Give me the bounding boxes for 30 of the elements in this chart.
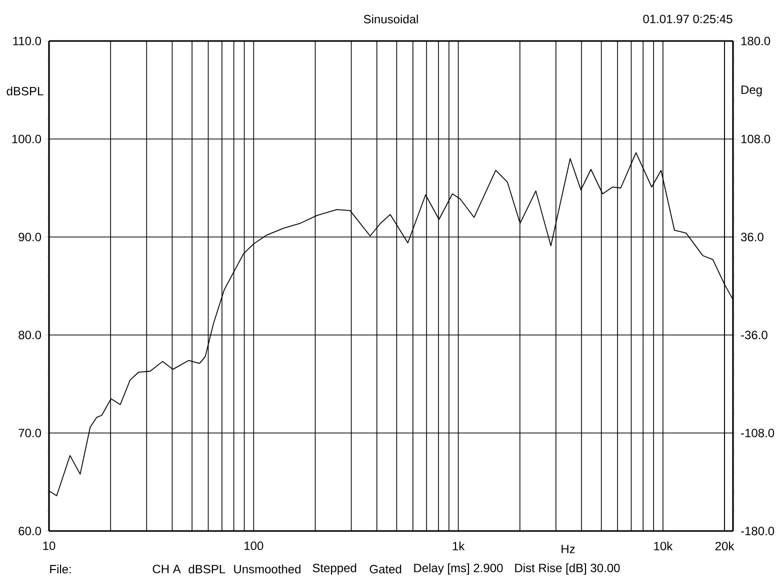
text: CH A — [152, 564, 181, 574]
text: Unsmoothed — [234, 564, 300, 574]
text: Stepped — [312, 563, 356, 575]
y2-tick-label: -108.0 — [741, 428, 774, 438]
text: dBSPL — [188, 564, 226, 574]
x-tick-label: 10 — [43, 542, 56, 550]
y2-axis-title: Deg — [742, 86, 762, 96]
y2-tick-label: 108.0 — [741, 134, 770, 144]
y2-tick-label: 180.0 — [741, 36, 770, 46]
y-tick-label: 60.0 — [18, 526, 42, 536]
y-tick-label: 80.0 — [18, 330, 42, 340]
text: Dist Rise [dB] 30.00 — [515, 563, 620, 575]
y2-tick-label: 36.0 — [740, 232, 764, 242]
text: 01.01.97 0:25:45 — [643, 14, 732, 24]
text: Gated — [370, 564, 402, 574]
x-tick-label: 1k — [452, 542, 465, 550]
y-tick-label: 70.0 — [18, 428, 42, 438]
y2-tick-label: -36.0 — [741, 330, 768, 340]
x-axis-title: Hz — [562, 544, 575, 554]
y-axis-title: dBSPL — [6, 86, 44, 96]
y-tick-label: 90.0 — [18, 232, 42, 242]
text: File: — [50, 564, 71, 574]
y-tick-label: 110.0 — [13, 36, 42, 46]
chart-title: Sinusoidal — [364, 14, 418, 24]
y2-tick-label: -180.0 — [741, 526, 774, 536]
x-tick-label: 10k — [654, 542, 673, 550]
x-tick-label: 100 — [244, 542, 264, 550]
y-tick-label: 100.0 — [12, 134, 42, 144]
text: Delay [ms] 2.900 — [414, 563, 503, 575]
x-tick-label: 20k — [715, 542, 734, 550]
